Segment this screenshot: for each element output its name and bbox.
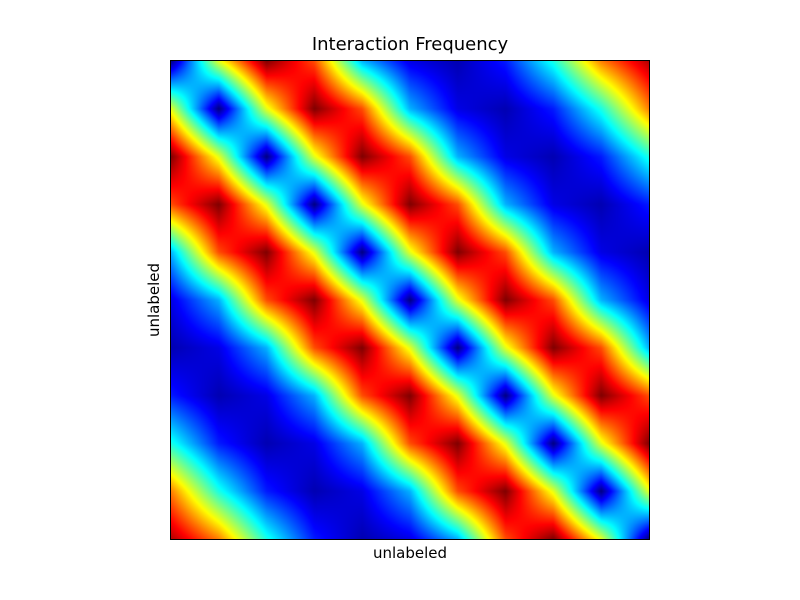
heatmap-canvas [171,61,649,539]
chart-title: Interaction Frequency [311,34,509,55]
heatmap-plot-area [170,60,650,540]
x-axis-label: unlabeled [372,544,448,562]
y-axis-label: unlabeled [145,262,163,338]
